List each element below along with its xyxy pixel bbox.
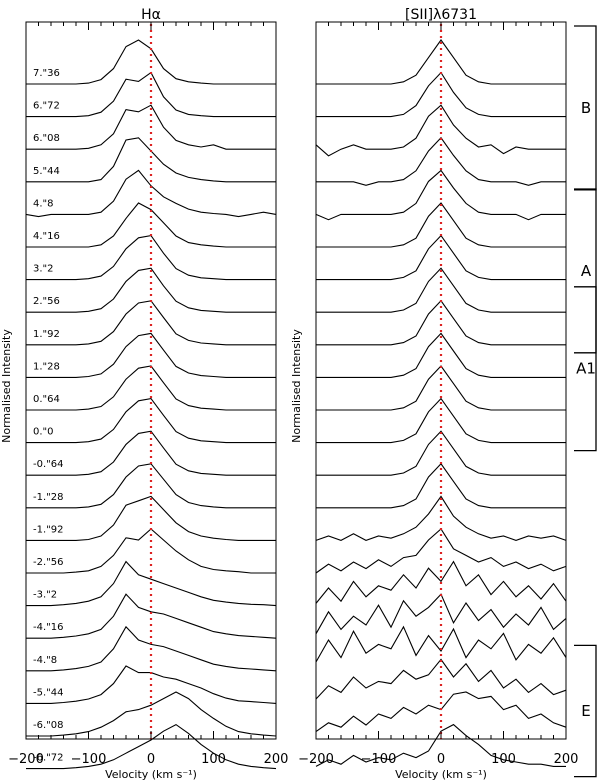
s-ii-spectrum-row-3 — [316, 136, 566, 186]
h-alpha-offset-label: -3."2 — [33, 590, 57, 601]
s-ii-spectrum-row-18 — [315, 625, 567, 663]
s-ii-spectrum-row-9 — [316, 332, 566, 378]
s-ii-spectrum-row-2 — [315, 104, 566, 157]
h-alpha-spectrum-row-2 — [26, 104, 276, 150]
h-alpha-offset-label: 4."8 — [33, 198, 54, 209]
s-ii-panel: [SII]λ6731 Normalised Intensity Velocity… — [290, 7, 597, 781]
h-alpha-spectrum-row-21 — [26, 723, 277, 770]
s-ii-x-tick-label: −100 — [361, 752, 397, 767]
h-alpha-spectrum-row-18 — [26, 625, 277, 672]
h-alpha-x-axis-label: Velocity (km s⁻¹) — [105, 768, 197, 781]
h-alpha-offset-label: 6."72 — [33, 101, 60, 112]
s-ii-panel-title: [SII]λ6731 — [405, 7, 477, 23]
s-ii-x-tick-label: 0 — [437, 752, 445, 767]
s-ii-spectrum-row-14 — [315, 495, 567, 541]
h-alpha-offset-label: 2."56 — [33, 296, 60, 307]
h-alpha-spectrum-row-13 — [26, 463, 276, 509]
h-alpha-offset-label: 1."28 — [33, 361, 60, 372]
h-alpha-spectrum-row-16 — [26, 560, 277, 607]
h-alpha-spectrum-row-4 — [25, 169, 277, 218]
s-ii-spectrum-row-12 — [316, 430, 566, 476]
h-alpha-offset-label: -5."44 — [33, 687, 63, 698]
h-alpha-panel: Hα Normalised Intensity Velocity (km s⁻¹… — [0, 7, 288, 781]
region-bracket-label: B — [581, 99, 591, 117]
h-alpha-spectrum-row-9 — [26, 332, 276, 378]
s-ii-spectrum-row-5 — [316, 202, 566, 248]
h-alpha-offset-label: 6."08 — [33, 133, 60, 144]
s-ii-spectrum-row-4 — [315, 169, 566, 221]
h-alpha-offset-label: -0."64 — [33, 459, 63, 470]
region-bracket — [574, 188, 597, 354]
h-alpha-offset-label: -6."08 — [33, 720, 63, 731]
h-alpha-offset-label: 0."64 — [33, 394, 60, 405]
h-alpha-offset-label: -6."72 — [33, 753, 63, 764]
h-alpha-x-tick-label: −100 — [71, 752, 107, 767]
h-alpha-offset-label: 0."0 — [33, 427, 54, 438]
s-ii-x-axis-label: Velocity (km s⁻¹) — [395, 768, 487, 781]
h-alpha-x-tick-label: −200 — [8, 752, 44, 767]
h-alpha-panel-title: Hα — [141, 7, 161, 23]
s-ii-y-axis-label: Normalised Intensity — [290, 329, 303, 443]
region-bracket — [574, 644, 597, 778]
h-alpha-offset-label: 5."44 — [33, 166, 60, 177]
h-alpha-spectrum-row-6 — [26, 234, 276, 281]
h-alpha-offset-label: 7."36 — [33, 68, 60, 79]
s-ii-spectrum-row-0 — [316, 39, 566, 85]
h-alpha-offset-label: -4."8 — [33, 655, 57, 666]
h-alpha-offset-label: 3."2 — [33, 264, 54, 275]
h-alpha-offset-label: -2."56 — [33, 557, 63, 568]
s-ii-spectrum-row-6 — [316, 234, 566, 281]
s-ii-x-tick-label: 100 — [491, 752, 516, 767]
h-alpha-spectrum-row-17 — [26, 593, 277, 639]
h-alpha-offset-label: -4."16 — [33, 622, 63, 633]
s-ii-x-tick-label: −200 — [298, 752, 334, 767]
s-ii-spectrum-row-13 — [316, 462, 566, 509]
h-alpha-spectrum-row-11 — [26, 397, 276, 444]
h-alpha-spectrum-row-12 — [26, 430, 276, 476]
s-ii-spectrum-row-19 — [315, 658, 567, 700]
h-alpha-y-axis-label: Normalised Intensity — [0, 329, 13, 443]
h-alpha-offset-label: -1."28 — [33, 492, 63, 503]
h-alpha-spectrum-row-14 — [26, 495, 276, 541]
region-bracket-label: A — [581, 262, 592, 280]
h-alpha-x-tick-label: 200 — [264, 752, 289, 767]
region-bracket-label: A1 — [576, 360, 596, 378]
s-ii-spectrum-row-16 — [315, 560, 567, 604]
h-alpha-offset-label: 1."92 — [33, 329, 60, 340]
h-alpha-x-tick-label: 0 — [147, 752, 155, 767]
s-ii-spectrum-row-11 — [316, 397, 566, 444]
s-ii-spectrum-row-7 — [316, 267, 566, 313]
h-alpha-spectrum-row-7 — [26, 267, 276, 313]
h-alpha-spectrum-row-5 — [26, 202, 276, 248]
h-alpha-offset-label: -1."92 — [33, 524, 63, 535]
region-bracket — [574, 25, 597, 191]
h-alpha-offset-label: 4."16 — [33, 231, 60, 242]
h-alpha-spectrum-row-20 — [26, 691, 277, 737]
s-ii-x-tick-label: 200 — [554, 752, 579, 767]
region-bracket — [574, 286, 597, 452]
h-alpha-x-tick-label: 100 — [201, 752, 226, 767]
region-bracket-label: E — [581, 702, 590, 720]
